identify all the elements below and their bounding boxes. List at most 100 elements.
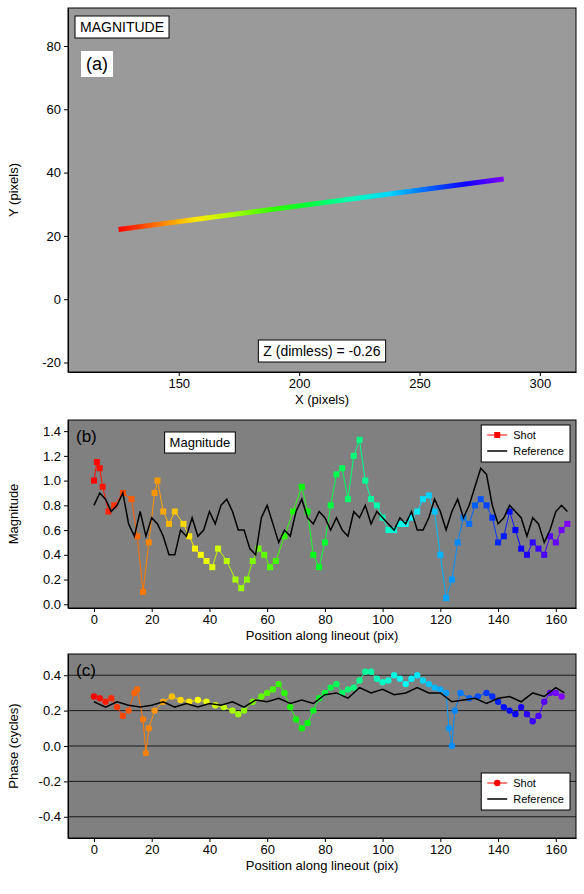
data-point [426, 681, 432, 687]
data-point [466, 521, 472, 527]
y-axis-title: Magnitude [6, 484, 21, 545]
panel-title-background [75, 16, 169, 38]
x-tick: 100 [372, 608, 394, 627]
legend-entry: Shot [487, 429, 536, 441]
x-tick: 0 [91, 838, 98, 857]
x-tick: 0 [91, 608, 98, 627]
data-point [293, 716, 299, 722]
x-tick-label: 140 [488, 842, 510, 857]
y-tick-label: 0.0 [43, 597, 61, 612]
y-tick-mark [64, 711, 68, 712]
grid-line [68, 675, 576, 676]
data-point [172, 509, 178, 515]
data-point [180, 521, 186, 527]
data-point [362, 668, 368, 674]
data-point [408, 676, 414, 682]
data-point [215, 546, 221, 552]
x-axis: 020406080100120140160 [69, 608, 577, 627]
x-tick-label: 150 [168, 376, 190, 391]
data-point [241, 707, 247, 713]
x-axis-title: Position along lineout (pix) [246, 628, 398, 643]
data-point [108, 695, 114, 701]
annotation-box: Z (dimless) = -0.26 [258, 340, 385, 362]
data-point [368, 496, 374, 502]
data-point [530, 539, 536, 545]
panel-title-box: Magnitude [165, 432, 236, 453]
y-tick-label: 1.2 [43, 449, 61, 464]
data-point [391, 672, 397, 678]
y-tick: 0.2 [43, 572, 68, 587]
y-tick-mark [64, 781, 68, 782]
x-tick: 60 [260, 608, 274, 627]
data-point [204, 558, 210, 564]
data-point [397, 676, 403, 682]
y-tick: 1.4 [43, 424, 68, 439]
data-point [345, 496, 351, 502]
data-point [273, 558, 279, 564]
panel-title-box: MAGNITUDE [75, 16, 169, 38]
data-point [420, 496, 426, 502]
data-point [114, 704, 120, 710]
y-tick-label: -20 [42, 355, 61, 370]
legend-background [481, 425, 570, 462]
x-tick: 20 [145, 838, 159, 857]
x-tick: 300 [530, 372, 552, 391]
data-point [506, 707, 512, 713]
y-tick-label: 0.4 [43, 668, 61, 683]
data-point [177, 697, 183, 703]
y-tick-mark [64, 431, 68, 432]
data-point [495, 539, 501, 545]
x-tick-label: 60 [260, 612, 274, 627]
plot-frame [68, 8, 576, 372]
y-axis: -0.4-0.20.00.20.4 [39, 655, 69, 839]
data-point [169, 693, 175, 699]
x-tick-label: 0 [91, 842, 98, 857]
data-point [152, 490, 158, 496]
y-tick: 80 [47, 39, 68, 54]
y-tick: 20 [47, 229, 68, 244]
data-point [437, 552, 443, 558]
y-tick-mark [64, 580, 68, 581]
data-point [432, 509, 438, 515]
data-point [328, 502, 334, 508]
y-tick: 0.0 [43, 739, 68, 754]
y-tick: 0 [54, 292, 68, 307]
y-tick: 0.0 [43, 597, 68, 612]
data-point [501, 704, 507, 710]
data-point [385, 527, 391, 533]
panel-letter: (c) [76, 661, 96, 680]
data-point [385, 677, 391, 683]
data-point [276, 681, 282, 687]
data-point [267, 564, 273, 570]
data-point [356, 677, 362, 683]
data-point [140, 589, 146, 595]
x-tick-label: 80 [318, 842, 332, 857]
y-tick: 0.2 [43, 703, 68, 718]
x-axis: 020406080100120140160 [69, 838, 577, 857]
data-point [120, 713, 126, 719]
y-tick: 0.8 [43, 498, 68, 513]
x-tick-label: 120 [430, 842, 452, 857]
data-point [322, 539, 328, 545]
data-point [374, 502, 380, 508]
grid-line [68, 710, 576, 711]
data-point [198, 552, 204, 558]
data-point [345, 686, 351, 692]
legend-label: Reference [513, 445, 564, 457]
y-tick-mark [64, 530, 68, 531]
data-point [512, 711, 518, 717]
y-tick-label: 80 [47, 39, 61, 54]
y-tick: 0.4 [43, 668, 68, 683]
x-axis-title: Position along lineout (pix) [246, 858, 398, 873]
data-point [379, 679, 385, 685]
x-tick-label: 300 [530, 376, 552, 391]
data-point [94, 459, 100, 465]
data-point [449, 743, 455, 749]
data-point [146, 725, 152, 731]
panel: 150200250300-20020406080X (pixels)Y (pix… [6, 8, 577, 407]
data-point [403, 681, 409, 687]
y-tick-label: 0.0 [43, 739, 61, 754]
plot-frame [68, 654, 576, 838]
x-tick-label: 20 [145, 842, 159, 857]
data-point [374, 676, 380, 682]
